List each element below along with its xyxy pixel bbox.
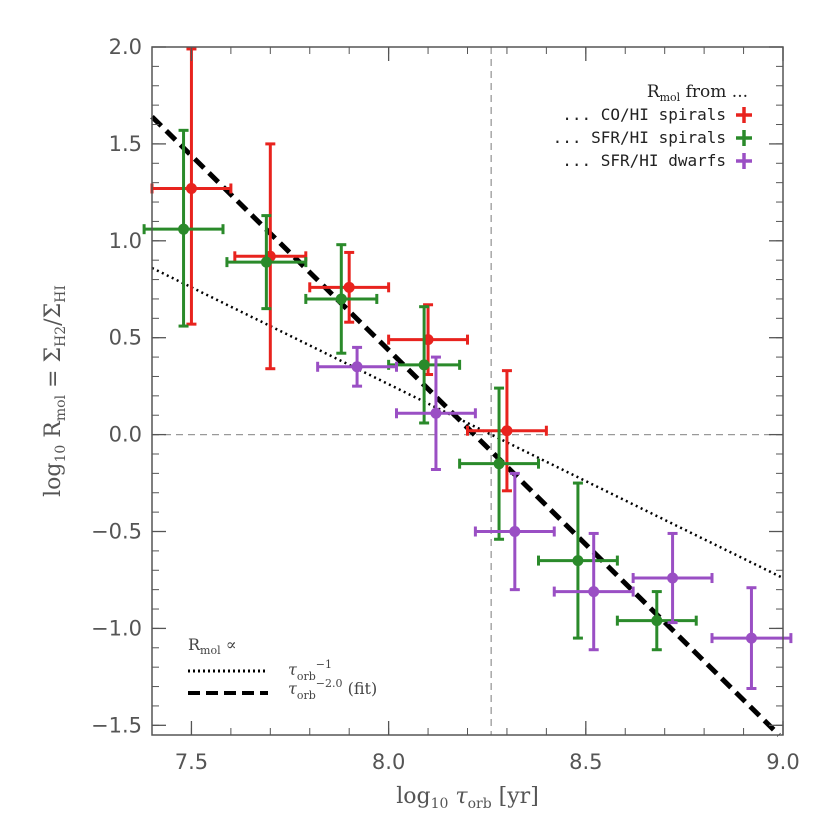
y-tick-label: −1.0 xyxy=(91,616,142,640)
data-marker xyxy=(178,223,190,235)
x-axis-label-pre: log xyxy=(396,784,430,809)
data-point-sfr-hi-spirals xyxy=(536,481,619,640)
data-marker xyxy=(418,359,430,371)
data-marker xyxy=(588,586,600,598)
data-marker xyxy=(430,407,442,419)
y-axis-label-pre-sub: 10 xyxy=(53,445,69,463)
data-points xyxy=(142,47,793,690)
data-marker xyxy=(493,458,505,470)
y-tick-label: 1.5 xyxy=(109,132,142,156)
fit-legend-2-sup: −2.0 xyxy=(316,677,343,690)
data-point-sfr-hi-spirals xyxy=(458,386,540,541)
data-point-co-hi-spirals xyxy=(308,250,391,324)
fit-legend-2-sub: orb xyxy=(297,689,316,702)
fit-legend-title: Rmol ∝ xyxy=(188,635,237,657)
fit-legend-1-sup: −1 xyxy=(316,658,332,671)
data-marker xyxy=(509,526,521,538)
data-point-sfr-hi-spirals xyxy=(142,128,225,328)
legend-title: Rmol from ... xyxy=(647,82,748,104)
y-tick-label: 0.5 xyxy=(109,326,142,350)
data-point-sfr-hi-spirals xyxy=(304,243,379,355)
y-tick-label: −1.5 xyxy=(91,713,142,737)
y-tick-label: 2.0 xyxy=(109,35,142,59)
legend-title-main: R xyxy=(647,82,661,102)
x-tick-label: 8.0 xyxy=(372,750,405,774)
data-marker xyxy=(667,572,679,584)
fit-legend-title-main: R xyxy=(188,635,201,654)
y-tick-label: 0.0 xyxy=(109,423,142,447)
y-axis-label-mid-sub: H2 xyxy=(53,326,69,347)
legend-title-rest: from ... xyxy=(680,82,748,102)
x-axis-label: log10 τorb [yr] xyxy=(396,784,539,812)
data-marker xyxy=(651,615,663,627)
x-axis-label-post: [yr] xyxy=(492,784,539,809)
fit-legend-title-rest: ∝ xyxy=(221,635,237,654)
x-axis-label-sym-sub: orb xyxy=(468,796,492,812)
fit-legend-2-rest: (fit) xyxy=(343,679,378,698)
fit-legend: Rmol ∝ τorb−1 τorb−2.0 (fit) xyxy=(188,635,377,702)
data-marker xyxy=(351,361,363,373)
y-axis-label: log10 Rmol = ΣH2/ΣHI xyxy=(41,285,69,497)
y-tick-label: 1.0 xyxy=(109,229,142,253)
x-tick-label: 7.5 xyxy=(175,750,208,774)
data-point-sfr-hi-dwarfs xyxy=(552,531,635,652)
data-marker xyxy=(572,555,584,567)
legend-entry-label: ... CO/HI spirals xyxy=(562,105,726,124)
fit-legend-1-sub: orb xyxy=(297,670,316,683)
y-axis-label-r: R xyxy=(41,420,66,445)
data-marker xyxy=(335,293,347,305)
data-marker xyxy=(260,256,272,268)
y-axis-label-mid: = Σ xyxy=(41,347,66,395)
data-point-sfr-hi-dwarfs xyxy=(395,355,477,471)
data-point-sfr-hi-spirals xyxy=(225,214,308,311)
legend-entry-label: ... SFR/HI dwarfs xyxy=(562,151,726,170)
y-tick-label: −0.5 xyxy=(91,520,142,544)
x-axis-label-sym: τ xyxy=(448,784,468,809)
legend-entry-label: ... SFR/HI spirals xyxy=(553,128,726,147)
axis-ticks: 7.5 8.0 8.5 9.0 −1.5 −1.0 −0.5 0.0 0.5 1.0 1.5 2.0 xyxy=(91,35,800,774)
fit-lines xyxy=(150,114,784,737)
data-point-sfr-hi-spirals xyxy=(615,590,698,652)
y-axis-label-r-sub: mol xyxy=(53,394,69,421)
fit-legend-label-1: τorb−1 xyxy=(288,658,332,683)
data-marker xyxy=(343,281,355,293)
fit-legend-1-sym: τ xyxy=(288,660,298,679)
legend: Rmol from ... ... CO/HI spirals ... SFR/H… xyxy=(553,82,752,170)
data-point-sfr-hi-spirals xyxy=(387,305,462,425)
data-point-co-hi-spirals xyxy=(466,369,548,493)
data-marker xyxy=(501,425,513,437)
fit-legend-label-2: τorb−2.0 (fit) xyxy=(288,677,377,702)
data-point-sfr-hi-dwarfs xyxy=(631,531,714,625)
dotted-fit-line xyxy=(151,266,784,580)
data-point-sfr-hi-dwarfs xyxy=(473,471,556,592)
data-point-sfr-hi-dwarfs xyxy=(710,586,793,690)
x-axis-label-pre-sub: 10 xyxy=(431,796,449,812)
y-axis-label-slash: /Σ xyxy=(41,303,66,326)
data-point-sfr-hi-dwarfs xyxy=(316,345,399,388)
data-point-co-hi-spirals xyxy=(233,142,308,371)
x-tick-label: 8.5 xyxy=(569,750,602,774)
fit-legend-title-sub: mol xyxy=(200,644,221,657)
data-marker xyxy=(745,632,757,644)
y-axis-label-slash-sub: HI xyxy=(53,285,69,303)
legend-entries: ... CO/HI spirals ... SFR/HI spirals ... S… xyxy=(553,105,752,170)
y-axis-label-pre: log xyxy=(41,463,66,497)
dashed-fit-line xyxy=(150,114,781,737)
fit-legend-2-sym: τ xyxy=(288,679,298,698)
data-point-co-hi-spirals xyxy=(150,47,233,326)
x-tick-label: 9.0 xyxy=(766,750,799,774)
legend-title-sub: mol xyxy=(660,91,681,104)
data-marker xyxy=(185,182,197,194)
